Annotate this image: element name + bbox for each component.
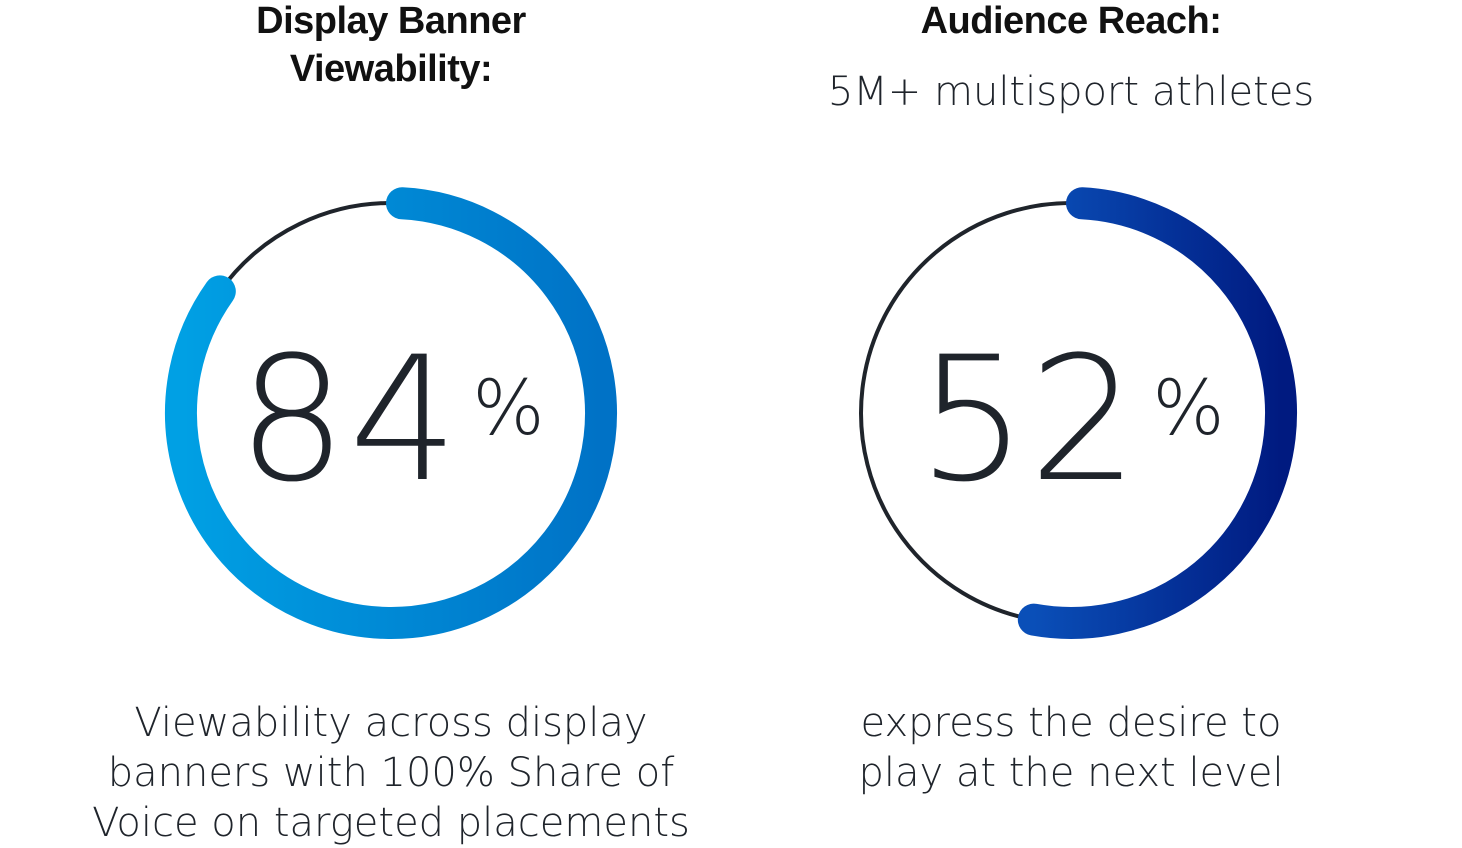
- progress-ring-chart: [859, 187, 1297, 639]
- ring-remaining-track: [217, 201, 404, 294]
- stat-value-unit: %: [1152, 363, 1225, 452]
- stat-title-line: Audience Reach:: [920, 0, 1222, 42]
- stat-value-number: 52: [917, 319, 1141, 520]
- stat-value-number: 84: [237, 319, 461, 520]
- stat-title: Display Banner Viewability:: [71, 0, 711, 93]
- stat-caption-line: express the desire to: [860, 700, 1282, 746]
- stat-title-line: Viewability:: [289, 48, 493, 90]
- stat-caption-line: Viewability across display: [134, 700, 648, 746]
- progress-ring-chart: [165, 187, 617, 639]
- stat-caption: express the desire to play at the next l…: [751, 698, 1391, 798]
- stat-caption: Viewability across display banners with …: [71, 698, 711, 848]
- stat-card-viewability: Display Banner Viewability: 84% Viewabil…: [71, 0, 711, 848]
- ring-progress-arc: [165, 187, 617, 639]
- stat-card-audience-reach: Audience Reach: 5M+ multisport athletes …: [751, 0, 1391, 848]
- stat-caption-line: Voice on targeted placements: [92, 800, 690, 846]
- stat-value-unit: %: [472, 363, 545, 452]
- stat-value: 52%: [751, 320, 1391, 520]
- stat-title-line: Display Banner: [256, 0, 526, 42]
- stat-title: Audience Reach:: [751, 0, 1391, 45]
- ring-progress-arc: [1017, 187, 1297, 639]
- ring-remaining-track: [859, 201, 1084, 622]
- stat-subtitle: 5M+ multisport athletes: [827, 69, 1315, 115]
- stat-caption-line: banners with 100% Share of: [107, 750, 675, 796]
- stat-value: 84%: [71, 320, 711, 520]
- stat-caption-line: play at the next level: [858, 750, 1284, 796]
